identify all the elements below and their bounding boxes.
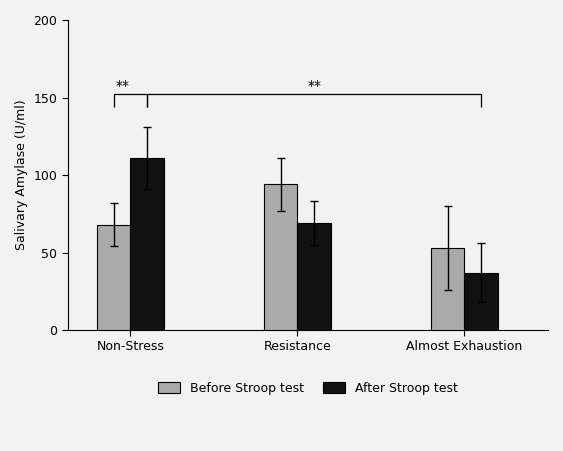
Text: **: ** (307, 79, 321, 93)
Bar (464, 273, 498, 330)
Bar (97, 225, 131, 330)
Y-axis label: Salivary Amylase (U/ml): Salivary Amylase (U/ml) (15, 100, 28, 250)
Bar (297, 223, 331, 330)
Text: **: ** (115, 79, 129, 93)
Bar (264, 184, 297, 330)
Bar (431, 248, 464, 330)
Legend: Before Stroop test, After Stroop test: Before Stroop test, After Stroop test (153, 377, 463, 400)
Bar (131, 158, 164, 330)
